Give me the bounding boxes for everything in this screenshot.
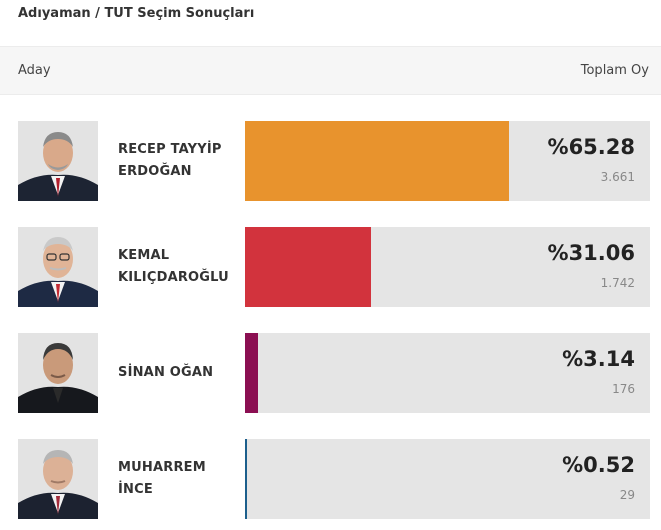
candidate-photo xyxy=(18,333,98,413)
vote-share-bar: %0.52 29 xyxy=(245,439,650,519)
vote-share-bar: %3.14 176 xyxy=(245,333,650,413)
candidate-row: SİNAN OĞAN %3.14 176 xyxy=(0,333,661,413)
vote-share-fill xyxy=(245,439,247,519)
results-table-header: Aday Toplam Oy xyxy=(0,46,661,95)
vote-count: 176 xyxy=(612,382,635,396)
vote-share-bar: %31.06 1.742 xyxy=(245,227,650,307)
vote-percent: %31.06 xyxy=(547,241,635,265)
vote-count: 1.742 xyxy=(600,276,635,290)
vote-percent: %0.52 xyxy=(562,453,635,477)
vote-count: 29 xyxy=(619,488,635,502)
vote-percent: %3.14 xyxy=(562,347,635,371)
candidate-photo xyxy=(18,439,98,519)
candidate-name: KEMAL KILIÇDAROĞLU xyxy=(118,248,229,285)
vote-share-bar: %65.28 3.661 xyxy=(245,121,650,201)
vote-count: 3.661 xyxy=(600,170,635,184)
candidate-name: MUHARREM İNCE xyxy=(118,460,206,497)
vote-percent: %65.28 xyxy=(547,135,635,159)
candidate-row: MUHARREM İNCE %0.52 29 xyxy=(0,439,661,519)
candidate-photo xyxy=(18,121,98,201)
candidate-photo xyxy=(18,227,98,307)
candidate-name: SİNAN OĞAN xyxy=(118,365,214,380)
vote-share-fill xyxy=(245,227,371,307)
vote-share-fill xyxy=(245,333,258,413)
total-votes-column-header: Toplam Oy xyxy=(580,63,649,78)
candidate-name: RECEP TAYYİP ERDOĞAN xyxy=(118,142,222,179)
candidate-column-header: Aday xyxy=(18,63,51,78)
candidate-row: KEMAL KILIÇDAROĞLU %31.06 1.742 xyxy=(0,227,661,307)
candidate-row: RECEP TAYYİP ERDOĞAN %65.28 3.661 xyxy=(0,121,661,201)
page-title: Adıyaman / TUT Seçim Sonuçları xyxy=(18,6,255,21)
vote-share-fill xyxy=(245,121,509,201)
